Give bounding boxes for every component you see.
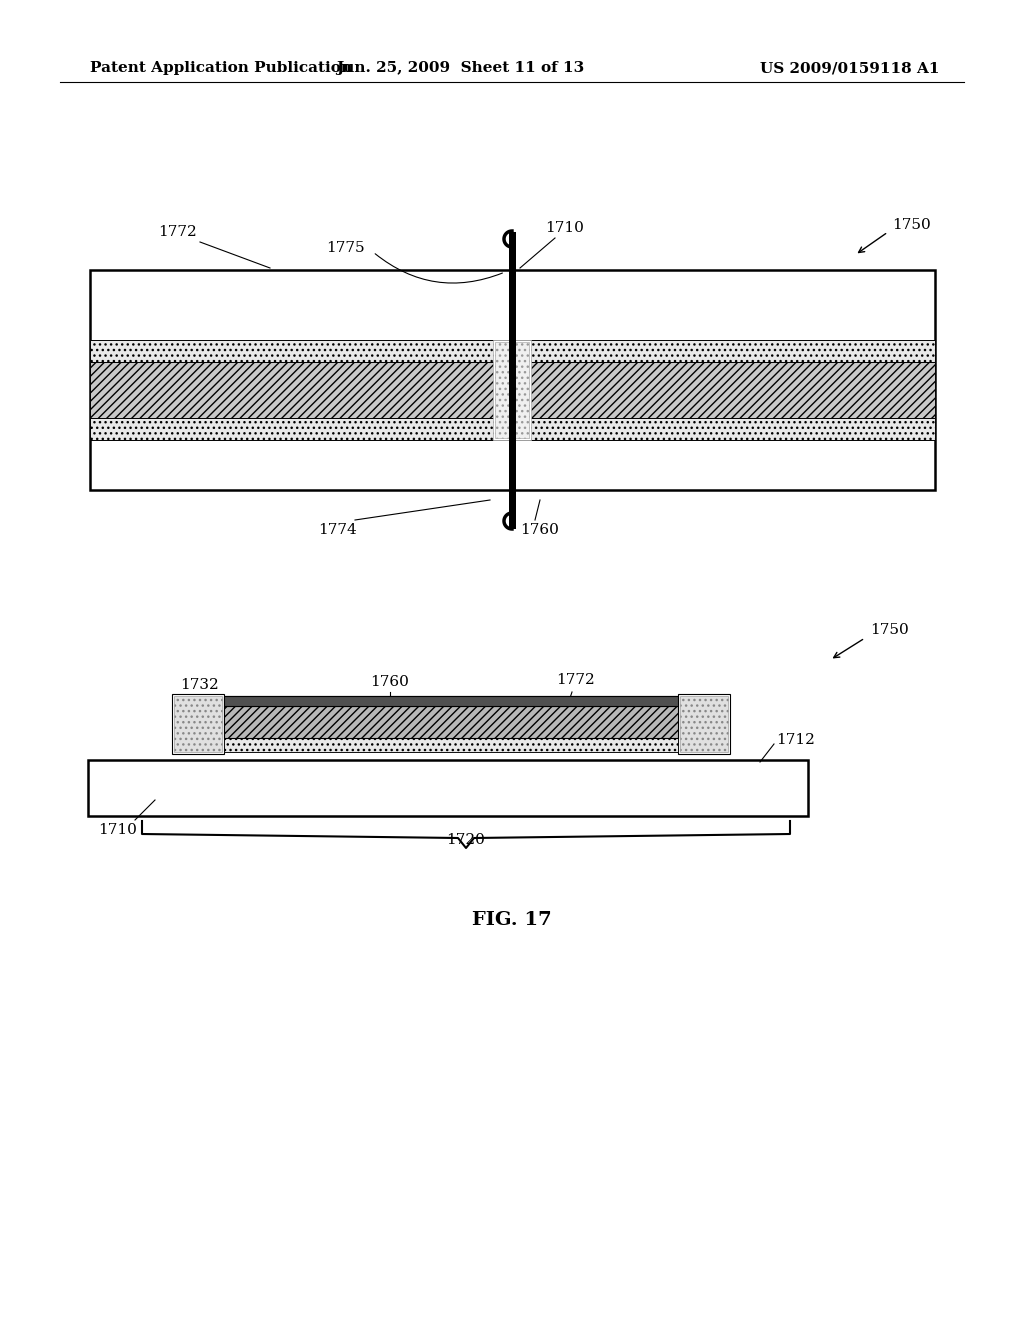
Bar: [678, 694, 730, 754]
Text: 1710: 1710: [546, 220, 585, 235]
Text: FIG. 17: FIG. 17: [472, 911, 552, 929]
Text: 1710: 1710: [98, 822, 137, 837]
Text: 1760: 1760: [371, 675, 410, 689]
Bar: [493, 341, 531, 440]
Text: 1712: 1712: [776, 733, 815, 747]
Bar: [90, 341, 935, 362]
Bar: [182, 738, 720, 752]
Bar: [495, 342, 529, 438]
Text: Jun. 25, 2009  Sheet 11 of 13: Jun. 25, 2009 Sheet 11 of 13: [336, 61, 584, 75]
Text: 1750: 1750: [870, 623, 908, 638]
Bar: [90, 362, 935, 418]
Text: 1772: 1772: [159, 224, 198, 239]
Bar: [224, 706, 678, 738]
Text: 1760: 1760: [520, 523, 559, 537]
Bar: [182, 706, 720, 738]
Bar: [90, 271, 935, 490]
Bar: [680, 696, 728, 752]
Text: 1750: 1750: [892, 218, 931, 232]
Text: 1720: 1720: [446, 833, 485, 847]
Bar: [182, 696, 720, 706]
Text: 1772: 1772: [556, 673, 594, 686]
Text: 1774: 1774: [318, 523, 357, 537]
Bar: [174, 696, 222, 752]
Text: Patent Application Publication: Patent Application Publication: [90, 61, 352, 75]
Bar: [172, 694, 224, 754]
Bar: [88, 760, 808, 816]
Bar: [90, 418, 935, 440]
Text: US 2009/0159118 A1: US 2009/0159118 A1: [761, 61, 940, 75]
Bar: [224, 696, 678, 706]
Text: 1732: 1732: [180, 678, 219, 692]
Bar: [224, 738, 678, 752]
Text: 1775: 1775: [326, 242, 365, 255]
